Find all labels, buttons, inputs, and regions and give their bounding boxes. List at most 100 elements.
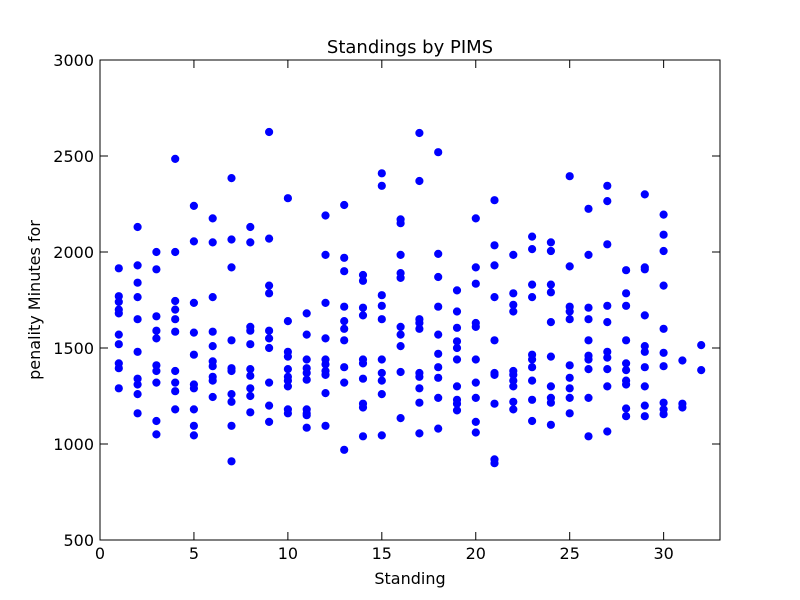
data-point bbox=[509, 307, 518, 316]
data-point bbox=[603, 301, 612, 310]
data-point bbox=[114, 340, 123, 349]
data-point bbox=[340, 317, 349, 326]
data-point bbox=[208, 293, 217, 302]
data-point bbox=[471, 393, 480, 402]
data-point bbox=[603, 318, 612, 327]
data-point bbox=[622, 289, 631, 298]
data-point bbox=[415, 324, 424, 333]
axis-ticks: 0 5 10 15 20 25 30 500 1000 1500 2000 2500 3000 bbox=[53, 51, 720, 563]
data-point bbox=[471, 322, 480, 331]
x-tick-label: 30 bbox=[653, 544, 673, 563]
data-point bbox=[546, 382, 556, 391]
data-point bbox=[246, 238, 255, 247]
data-point bbox=[358, 432, 368, 441]
data-point bbox=[171, 296, 180, 306]
data-point bbox=[471, 417, 480, 426]
data-point bbox=[490, 370, 499, 379]
data-point bbox=[152, 378, 161, 387]
data-point bbox=[565, 315, 574, 324]
data-point bbox=[528, 293, 537, 302]
data-point bbox=[640, 401, 649, 410]
data-point bbox=[396, 342, 405, 351]
data-point bbox=[302, 309, 311, 318]
data-point bbox=[114, 330, 123, 339]
data-point bbox=[471, 355, 480, 364]
data-point bbox=[265, 378, 274, 387]
data-point bbox=[189, 201, 198, 210]
data-point bbox=[340, 363, 349, 372]
data-point bbox=[227, 235, 236, 244]
data-point bbox=[546, 318, 556, 327]
data-point bbox=[622, 266, 631, 275]
data-point bbox=[584, 432, 593, 441]
data-point bbox=[321, 370, 330, 379]
data-point bbox=[509, 300, 518, 309]
data-point bbox=[189, 328, 198, 337]
data-point bbox=[659, 230, 668, 239]
data-point bbox=[246, 326, 255, 335]
data-point bbox=[152, 265, 161, 274]
data-point bbox=[265, 281, 274, 290]
data-point bbox=[528, 363, 537, 372]
data-point bbox=[659, 281, 668, 290]
data-point bbox=[640, 382, 649, 391]
data-point bbox=[208, 392, 217, 402]
data-point bbox=[377, 315, 386, 324]
data-point bbox=[584, 393, 593, 402]
data-point bbox=[622, 380, 631, 389]
data-point bbox=[302, 423, 311, 432]
data-point bbox=[659, 362, 668, 371]
data-point bbox=[452, 406, 462, 415]
data-point bbox=[246, 340, 255, 349]
data-point bbox=[471, 428, 480, 437]
data-point bbox=[546, 280, 556, 289]
data-point bbox=[528, 416, 537, 426]
data-point bbox=[152, 334, 161, 343]
data-point bbox=[377, 368, 386, 378]
data-point bbox=[189, 421, 198, 430]
data-point bbox=[246, 408, 255, 417]
data-point bbox=[340, 302, 349, 311]
data-point bbox=[321, 360, 330, 369]
data-point bbox=[415, 372, 424, 381]
data-point bbox=[358, 403, 368, 412]
data-point bbox=[208, 376, 217, 385]
x-tick-label: 0 bbox=[95, 544, 105, 563]
data-point bbox=[189, 237, 198, 246]
data-point bbox=[133, 380, 142, 389]
data-point bbox=[528, 376, 537, 385]
data-point bbox=[171, 247, 180, 257]
data-point bbox=[321, 250, 330, 259]
data-point bbox=[528, 395, 537, 404]
data-point bbox=[171, 366, 180, 376]
data-point bbox=[208, 327, 217, 336]
data-point bbox=[227, 336, 236, 345]
data-point bbox=[434, 330, 443, 339]
data-point bbox=[584, 303, 593, 312]
x-tick-label: 20 bbox=[466, 544, 486, 563]
data-point bbox=[358, 303, 368, 312]
data-point bbox=[283, 365, 292, 374]
data-point bbox=[584, 336, 593, 345]
data-point bbox=[490, 399, 499, 408]
data-point bbox=[302, 368, 311, 378]
data-point bbox=[603, 353, 612, 362]
data-point bbox=[415, 398, 424, 407]
x-tick-label: 15 bbox=[372, 544, 392, 563]
data-point bbox=[546, 238, 556, 247]
data-point bbox=[434, 373, 443, 382]
data-point bbox=[622, 404, 631, 413]
data-point bbox=[415, 128, 424, 138]
data-point bbox=[584, 355, 593, 364]
data-point bbox=[622, 359, 631, 368]
data-point bbox=[509, 397, 518, 406]
data-point bbox=[434, 302, 443, 311]
data-point bbox=[358, 276, 368, 285]
data-point bbox=[490, 459, 499, 468]
y-tick-label: 3000 bbox=[53, 51, 94, 70]
data-point bbox=[622, 366, 631, 375]
data-point bbox=[302, 330, 311, 339]
data-point bbox=[265, 401, 274, 410]
data-point bbox=[133, 390, 142, 399]
data-point bbox=[302, 375, 311, 384]
